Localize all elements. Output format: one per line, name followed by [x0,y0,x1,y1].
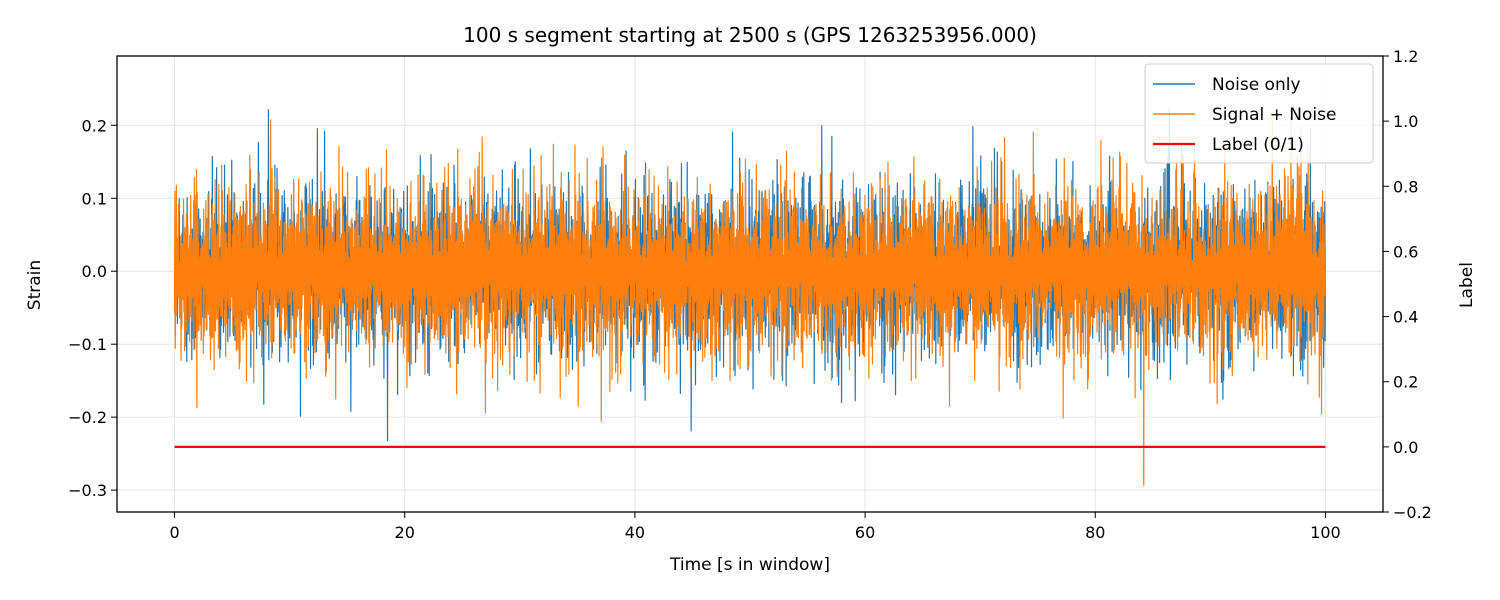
x-tick-label: 40 [625,523,645,542]
y2-tick-label: 1.2 [1393,47,1418,66]
x-tick-label: 80 [1085,523,1105,542]
x-axis-label: Time [s in window] [669,555,830,575]
x-tick-label: 20 [395,523,415,542]
y2-tick-label: 1.0 [1393,112,1418,131]
legend: Noise only Signal + Noise Label (0/1) [1144,63,1374,164]
y-tick-label: 0.0 [82,262,107,281]
y-tick-label: −0.1 [68,335,107,354]
y-tick-label: 0.2 [82,116,107,135]
x-tick-label: 60 [855,523,875,542]
y-tick-label: −0.2 [68,408,107,427]
y-axis-left: −0.3 −0.2 −0.1 0.0 0.1 0.2 [68,116,117,500]
chart-title: 100 s segment starting at 2500 s (GPS 12… [463,23,1037,47]
y-axis-right: −0.2 0.0 0.2 0.4 0.6 0.8 1.0 1.2 [1383,47,1432,522]
y2-tick-label: 0.4 [1393,308,1418,327]
y2-tick-label: 0.2 [1393,373,1418,392]
y2-tick-label: 0.6 [1393,242,1418,261]
x-axis: 0 20 40 60 80 100 [169,512,1341,542]
y-axis-label: Strain [25,260,45,310]
y2-tick-label: 0.0 [1393,438,1418,457]
y-tick-label: −0.3 [68,481,107,500]
traces [173,108,1327,487]
y2-tick-label: −0.2 [1393,503,1432,522]
y2-axis-label: Label [1457,262,1477,308]
trace-signal-noise [173,111,1327,487]
x-tick-label: 100 [1310,523,1341,542]
legend-label-label: Label (0/1) [1212,135,1304,155]
legend-label-noise-only: Noise only [1212,75,1301,95]
y2-tick-label: 0.8 [1393,177,1418,196]
plot-frame [116,55,1384,513]
y-tick-label: 0.1 [82,189,107,208]
legend-label-signal-noise: Signal + Noise [1212,105,1336,125]
legend-box [1144,63,1374,164]
x-tick-label: 0 [169,523,179,542]
